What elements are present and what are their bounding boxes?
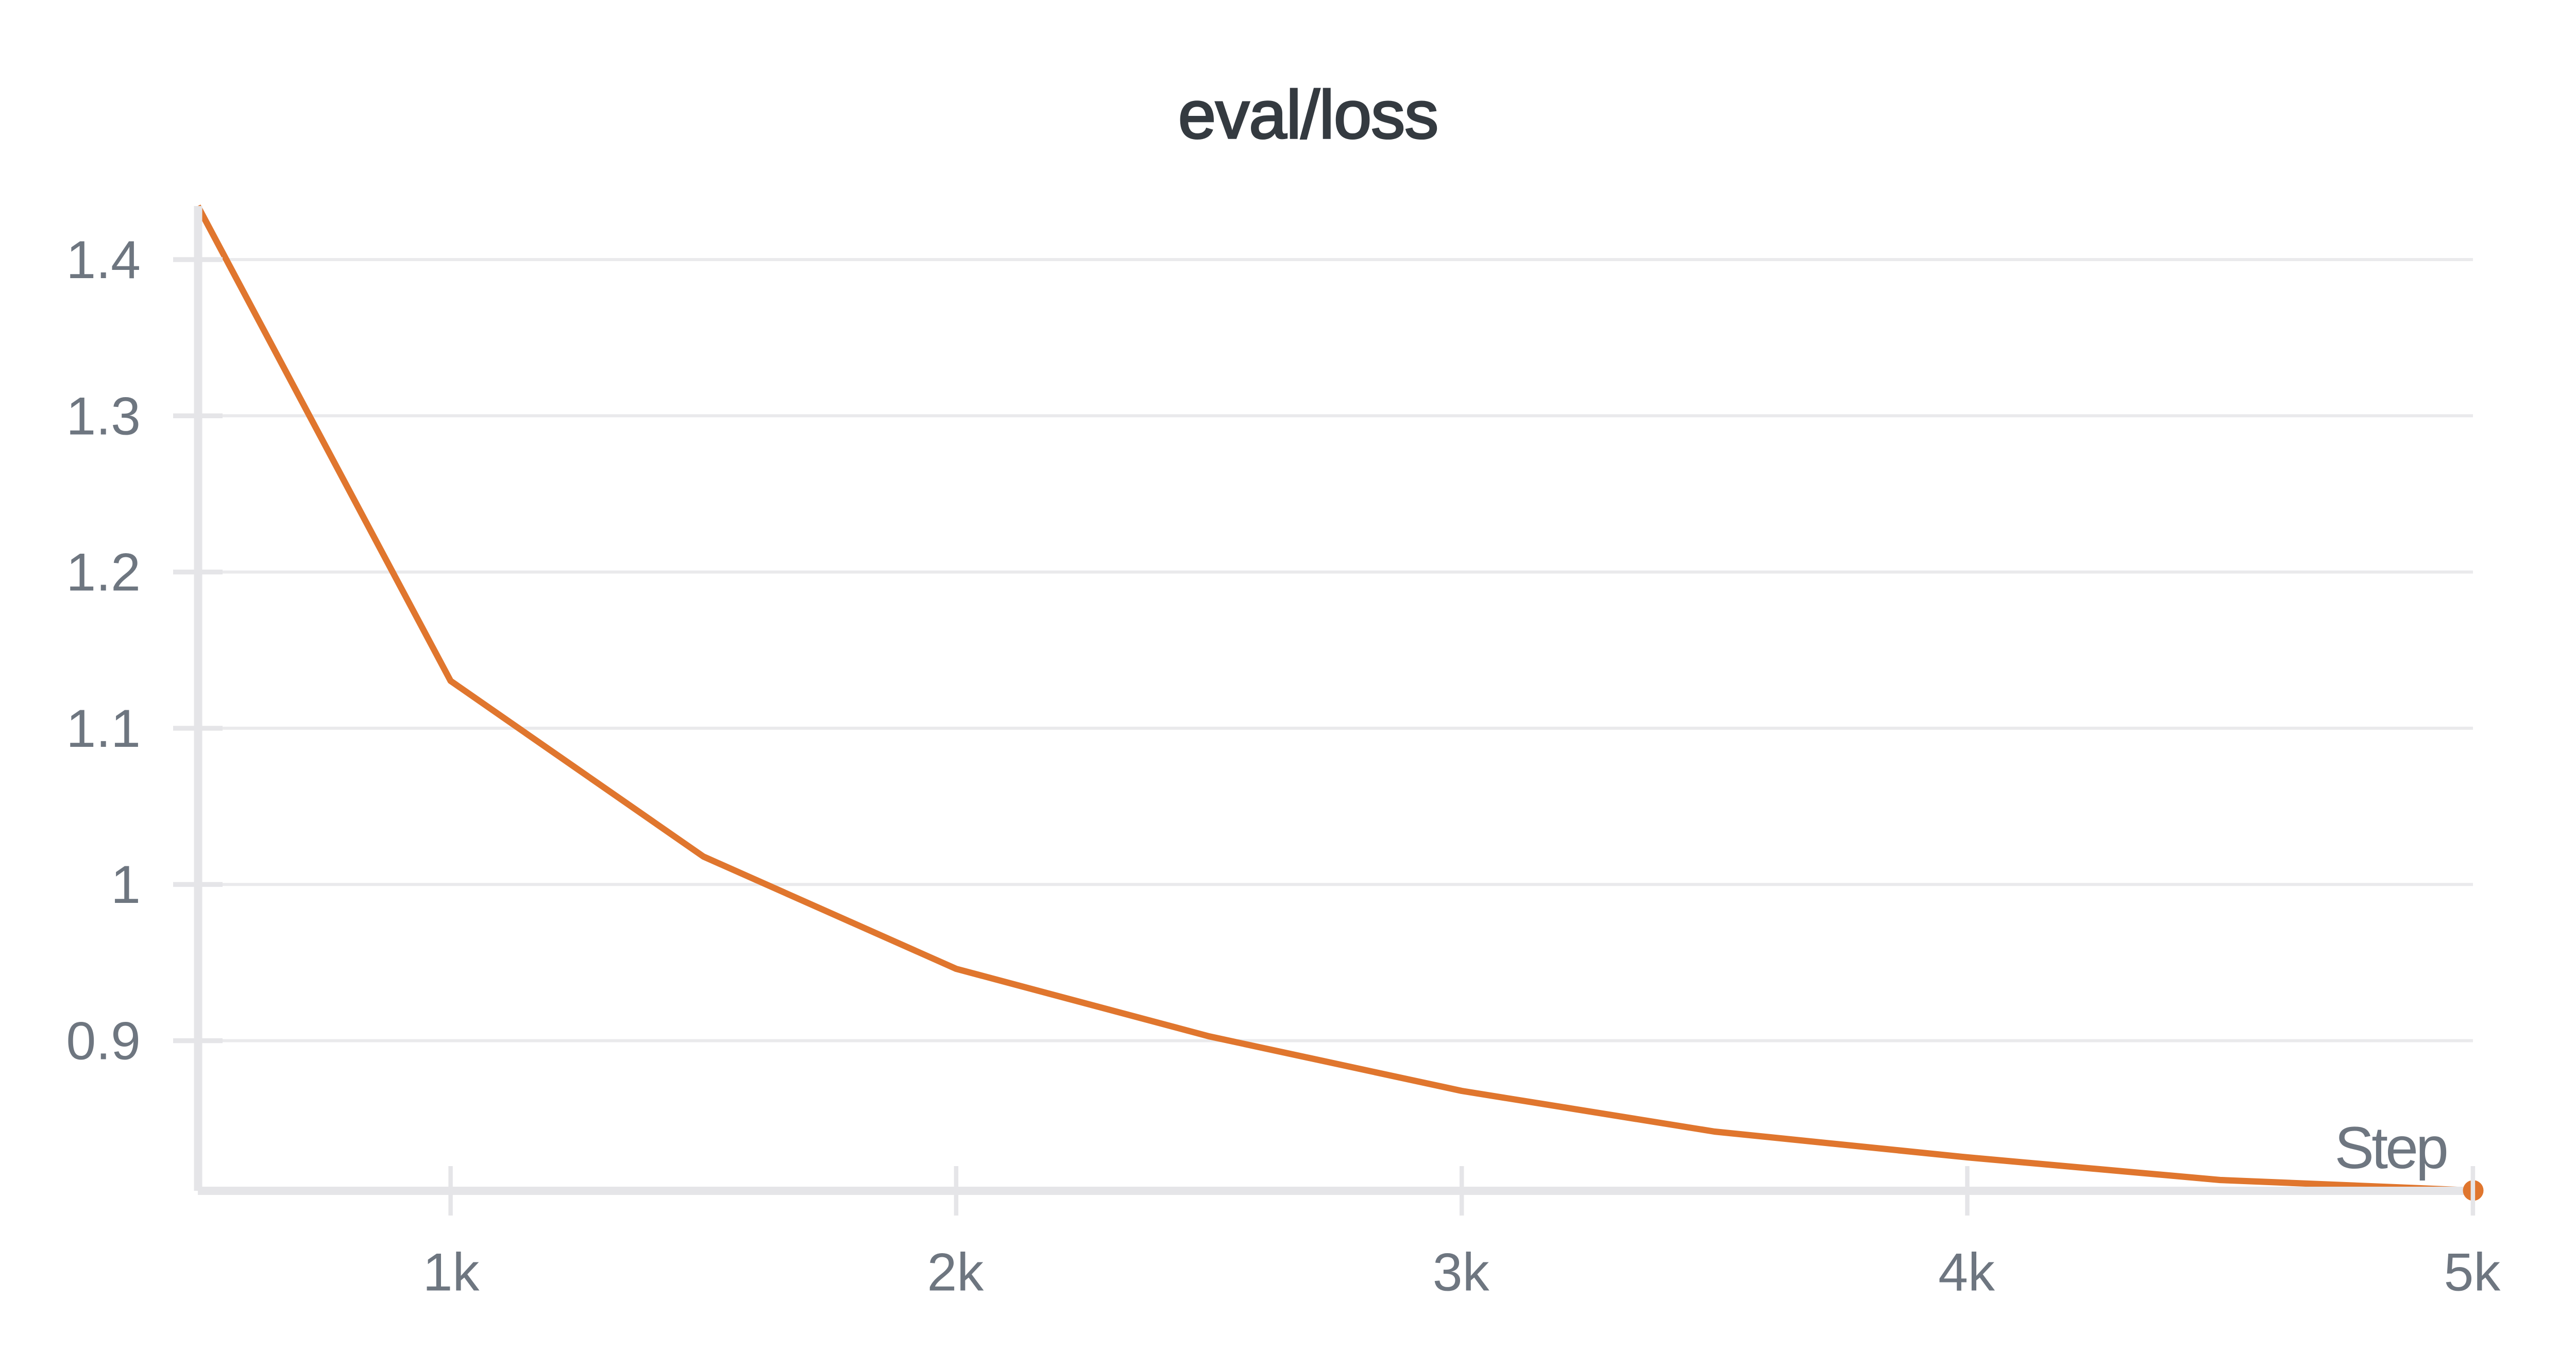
svg-text:Step: Step <box>2334 1115 2447 1181</box>
svg-text:1: 1 <box>111 855 141 915</box>
svg-text:1.2: 1.2 <box>66 543 141 603</box>
svg-text:1.3: 1.3 <box>66 386 141 446</box>
svg-text:1k: 1k <box>423 1243 480 1303</box>
svg-text:eval/loss: eval/loss <box>1178 77 1438 152</box>
svg-text:1.1: 1.1 <box>66 699 141 759</box>
svg-text:2k: 2k <box>927 1243 984 1303</box>
svg-text:0.9: 0.9 <box>66 1012 141 1071</box>
svg-text:3k: 3k <box>1433 1243 1490 1303</box>
svg-text:1.4: 1.4 <box>66 230 141 290</box>
svg-text:4k: 4k <box>1938 1243 1995 1303</box>
svg-text:5k: 5k <box>2444 1243 2501 1303</box>
